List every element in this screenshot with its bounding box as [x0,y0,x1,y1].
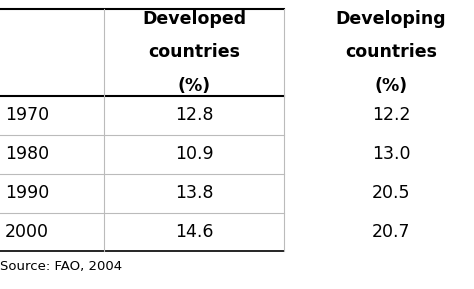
Text: 2000: 2000 [5,223,49,241]
Text: Source: FAO, 2004: Source: FAO, 2004 [0,260,122,273]
Text: 14.6: 14.6 [175,223,214,241]
Text: Developing: Developing [336,10,447,28]
Text: 1980: 1980 [5,145,49,163]
Text: 20.7: 20.7 [372,223,410,241]
Text: 1970: 1970 [5,106,49,125]
Text: (%): (%) [178,77,211,95]
Text: 13.0: 13.0 [372,145,410,163]
Text: (%): (%) [374,77,408,95]
Text: 13.8: 13.8 [175,184,214,202]
Text: 12.8: 12.8 [175,106,214,125]
Text: countries: countries [345,43,437,61]
Text: countries: countries [148,43,240,61]
Text: 20.5: 20.5 [372,184,410,202]
Text: Developed: Developed [142,10,246,28]
Text: 10.9: 10.9 [175,145,214,163]
Text: 1990: 1990 [5,184,49,202]
Text: 12.2: 12.2 [372,106,410,125]
